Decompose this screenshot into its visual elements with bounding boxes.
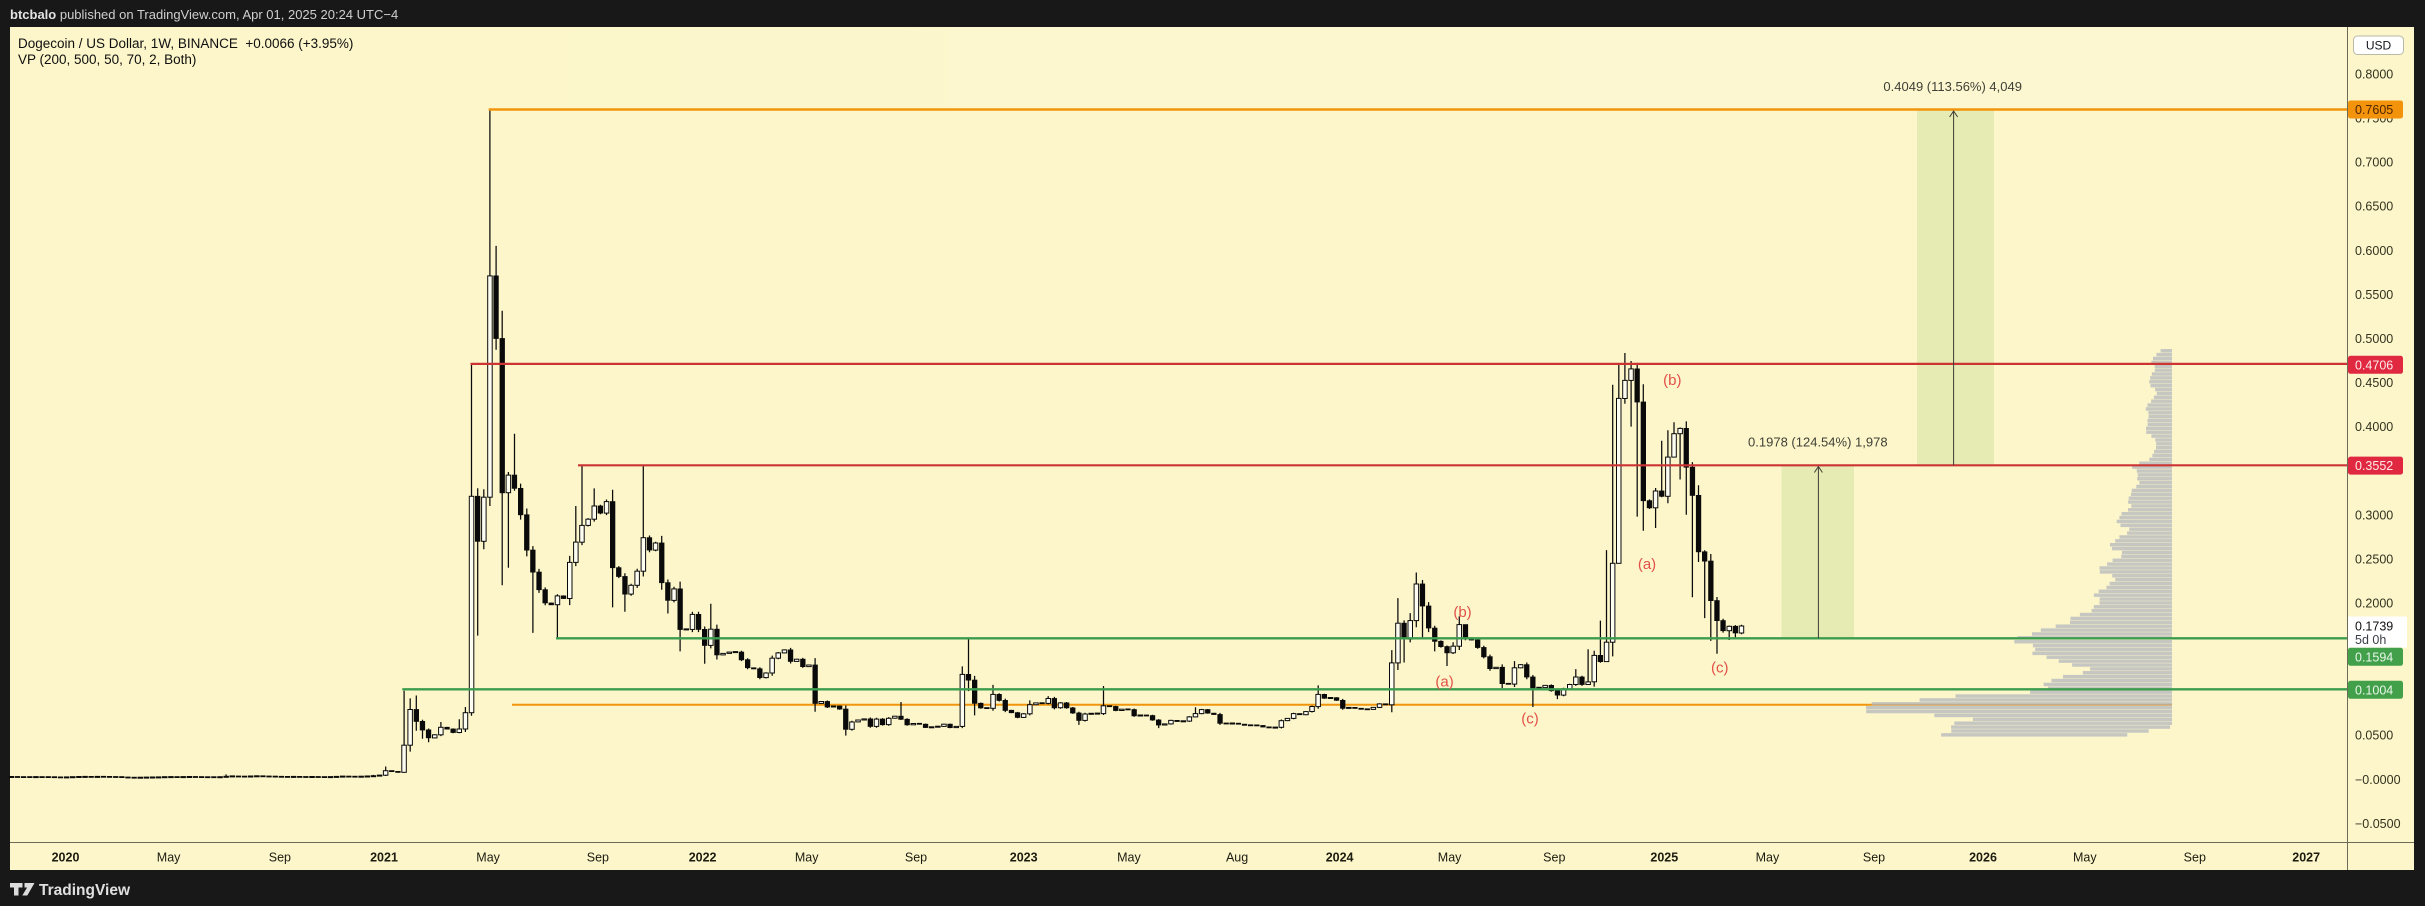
svg-text:Aug: Aug (1226, 851, 1248, 865)
svg-text:0.4500: 0.4500 (2355, 376, 2393, 390)
svg-text:btcbalo published on TradingVi: btcbalo published on TradingView.com, Ap… (10, 7, 398, 22)
svg-text:−0.0000: −0.0000 (2355, 773, 2401, 787)
svg-text:2027: 2027 (2292, 851, 2320, 865)
svg-text:Sep: Sep (905, 851, 927, 865)
svg-text:Dogecoin / US Dollar, 1W, BINA: Dogecoin / US Dollar, 1W, BINANCE +0.006… (18, 36, 353, 51)
svg-text:Sep: Sep (1863, 851, 1885, 865)
svg-text:(b): (b) (1663, 372, 1681, 389)
svg-text:VP (200, 500, 50, 70, 2, Both): VP (200, 500, 50, 70, 2, Both) (18, 52, 196, 67)
svg-text:0.0500: 0.0500 (2355, 729, 2393, 743)
svg-text:Sep: Sep (587, 851, 609, 865)
svg-text:TradingView: TradingView (39, 882, 131, 899)
svg-text:May: May (795, 851, 819, 865)
svg-text:0.2500: 0.2500 (2355, 552, 2393, 566)
svg-text:0.5000: 0.5000 (2355, 332, 2393, 346)
svg-text:0.6500: 0.6500 (2355, 200, 2393, 214)
svg-text:0.2000: 0.2000 (2355, 597, 2393, 611)
svg-text:May: May (1756, 851, 1780, 865)
svg-text:0.1594: 0.1594 (2355, 650, 2393, 664)
svg-text:Sep: Sep (269, 851, 291, 865)
svg-text:0.3000: 0.3000 (2355, 508, 2393, 522)
svg-text:5d 0h: 5d 0h (2355, 633, 2386, 647)
svg-text:0.6000: 0.6000 (2355, 244, 2393, 258)
svg-text:2021: 2021 (370, 851, 398, 865)
svg-text:0.7000: 0.7000 (2355, 156, 2393, 170)
svg-text:May: May (1438, 851, 1462, 865)
svg-text:0.7605: 0.7605 (2355, 103, 2393, 117)
svg-text:(c): (c) (1711, 660, 1729, 677)
svg-text:May: May (2073, 851, 2097, 865)
svg-text:May: May (157, 851, 181, 865)
svg-text:(a): (a) (1435, 674, 1453, 691)
svg-text:0.4706: 0.4706 (2355, 358, 2393, 372)
svg-text:May: May (1117, 851, 1141, 865)
svg-text:0.3552: 0.3552 (2355, 459, 2393, 473)
svg-text:0.8000: 0.8000 (2355, 68, 2393, 82)
svg-text:2025: 2025 (1650, 851, 1678, 865)
svg-text:Sep: Sep (2184, 851, 2206, 865)
svg-text:0.5500: 0.5500 (2355, 288, 2393, 302)
svg-text:USD: USD (2366, 39, 2392, 53)
svg-text:Sep: Sep (1543, 851, 1565, 865)
svg-text:2026: 2026 (1969, 851, 1997, 865)
svg-text:0.1978 (124.54%) 1,978: 0.1978 (124.54%) 1,978 (1748, 435, 1888, 450)
svg-text:(b): (b) (1453, 604, 1471, 621)
svg-text:2022: 2022 (689, 851, 717, 865)
svg-text:0.4000: 0.4000 (2355, 420, 2393, 434)
svg-text:May: May (476, 851, 500, 865)
svg-text:0.4049 (113.56%) 4,049: 0.4049 (113.56%) 4,049 (1883, 79, 2022, 94)
svg-text:2023: 2023 (1010, 851, 1038, 865)
svg-text:(a): (a) (1638, 556, 1656, 573)
svg-text:(c): (c) (1521, 711, 1539, 728)
svg-text:0.1004: 0.1004 (2355, 683, 2393, 697)
svg-text:−0.0500: −0.0500 (2355, 817, 2401, 831)
svg-text:0.1739: 0.1739 (2355, 620, 2393, 634)
svg-text:2020: 2020 (52, 851, 80, 865)
svg-text:2024: 2024 (1326, 851, 1354, 865)
